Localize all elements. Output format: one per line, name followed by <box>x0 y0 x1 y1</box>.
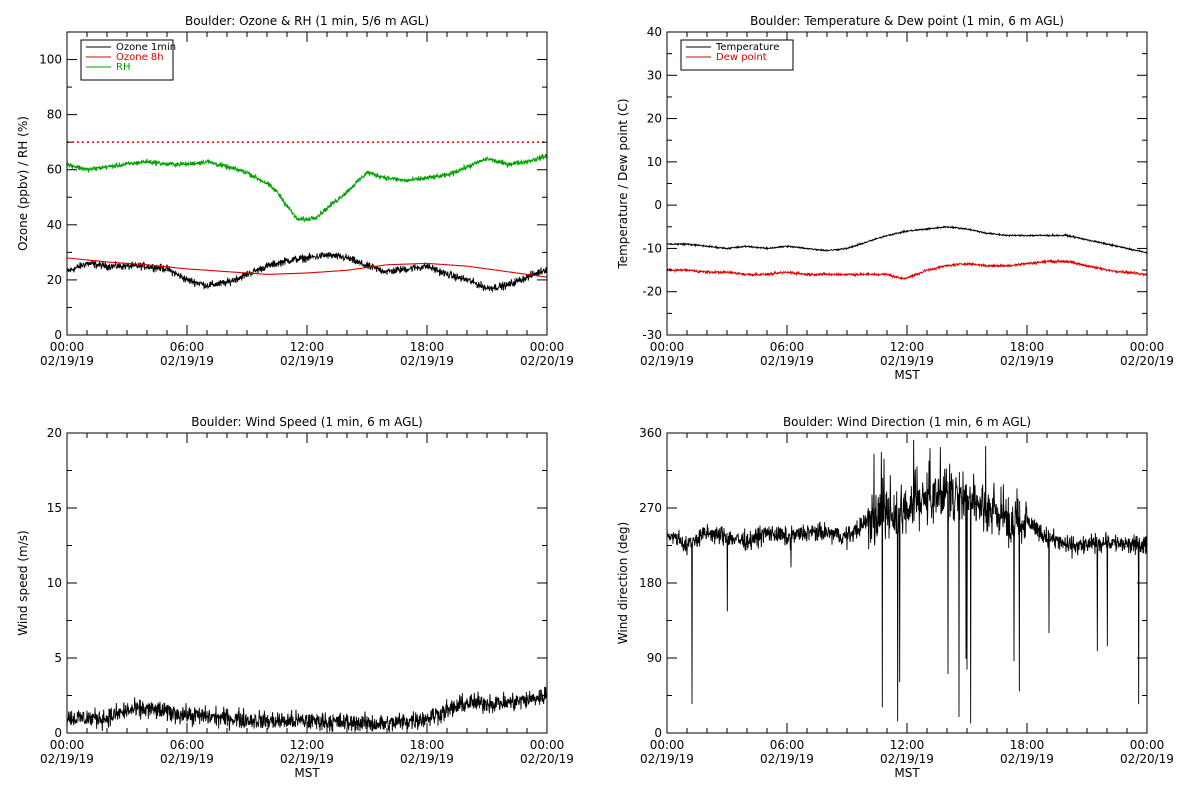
y-tick-label: 5 <box>54 651 62 665</box>
x-tick-label-time: 00:00 <box>1130 738 1165 752</box>
chart-title: Boulder: Wind Speed (1 min, 6 m AGL) <box>191 415 423 429</box>
x-tick-label-date: 02/19/19 <box>40 752 94 766</box>
y-tick-label: -30 <box>642 328 662 342</box>
series-line-2 <box>667 258 1147 281</box>
panel-1: Boulder: Ozone & RH (1 min, 5/6 m AGL)02… <box>16 14 574 368</box>
legend-label: Ozone 8h <box>116 52 164 63</box>
y-tick-label: -20 <box>642 285 662 299</box>
series-line-3 <box>67 153 547 223</box>
y-axis-label: Wind direction (deg) <box>616 522 630 644</box>
series-line-2 <box>67 257 547 278</box>
x-tick-label-time: 06:00 <box>170 738 205 752</box>
series-line-1 <box>667 439 1147 724</box>
x-tick-label-time: 00:00 <box>50 340 85 354</box>
x-tick-label-date: 02/19/19 <box>160 752 214 766</box>
y-tick-label: 20 <box>47 273 62 287</box>
x-tick-label-time: 18:00 <box>1010 340 1045 354</box>
x-tick-label-time: 00:00 <box>530 738 565 752</box>
x-axis-label: MST <box>294 766 320 780</box>
x-tick-label-date: 02/20/19 <box>1120 354 1174 368</box>
y-tick-label: 360 <box>639 426 662 440</box>
y-tick-label: 40 <box>47 218 62 232</box>
x-axis-label: MST <box>894 766 920 780</box>
plot-frame <box>666 31 1148 336</box>
x-tick-label-time: 12:00 <box>290 738 325 752</box>
x-tick-label-date: 02/19/19 <box>760 752 814 766</box>
x-tick-label-date: 02/19/19 <box>640 354 694 368</box>
chart-title: Boulder: Temperature & Dew point (1 min,… <box>750 14 1064 28</box>
y-tick-label: -10 <box>642 241 662 255</box>
y-tick-label: 10 <box>647 155 662 169</box>
y-tick-label: 0 <box>54 726 62 740</box>
x-tick-label-date: 02/19/19 <box>1000 752 1054 766</box>
y-tick-label: 10 <box>47 576 62 590</box>
legend-label: Ozone 1min <box>116 42 176 53</box>
x-tick-label-date: 02/19/19 <box>280 752 334 766</box>
x-tick-label-date: 02/19/19 <box>640 752 694 766</box>
y-tick-label: 180 <box>639 576 662 590</box>
y-tick-label: 100 <box>39 53 62 67</box>
y-axis-label: Ozone (ppbv) / RH (%) <box>16 116 30 251</box>
panel-4: Boulder: Wind Direction (1 min, 6 m AGL)… <box>616 415 1174 780</box>
x-tick-label-time: 00:00 <box>1130 340 1165 354</box>
plot-frame <box>666 432 1148 734</box>
y-tick-label: 15 <box>47 501 62 515</box>
legend-label: RH <box>116 62 130 73</box>
x-tick-label-time: 06:00 <box>770 738 805 752</box>
legend-box <box>680 39 794 71</box>
x-tick-label-date: 02/19/19 <box>400 354 454 368</box>
legend-label: Dew point <box>716 52 767 63</box>
y-tick-label: 0 <box>54 328 62 342</box>
x-tick-label-date: 02/19/19 <box>160 354 214 368</box>
x-tick-label-time: 00:00 <box>530 340 565 354</box>
y-tick-label: 40 <box>647 25 662 39</box>
y-tick-label: 20 <box>647 112 662 126</box>
x-tick-label-date: 02/19/19 <box>40 354 94 368</box>
panel-3: Boulder: Wind Speed (1 min, 6 m AGL) 0 5 10… <box>16 415 574 780</box>
x-tick-label-date: 02/19/19 <box>400 752 454 766</box>
y-tick-label: 270 <box>639 501 662 515</box>
x-tick-label-date: 02/19/19 <box>880 752 934 766</box>
x-tick-label-date: 02/20/19 <box>520 354 574 368</box>
chart-title: Boulder: Wind Direction (1 min, 6 m AGL) <box>783 415 1031 429</box>
x-tick-label-time: 12:00 <box>290 340 325 354</box>
x-tick-label-time: 00:00 <box>50 738 85 752</box>
x-tick-label-time: 12:00 <box>890 738 925 752</box>
series-line-1 <box>67 251 547 293</box>
x-tick-label-time: 06:00 <box>170 340 205 354</box>
x-tick-label-date: 02/19/19 <box>880 354 934 368</box>
series-line-1 <box>667 225 1147 255</box>
x-tick-label-time: 00:00 <box>650 738 685 752</box>
chart-title: Boulder: Ozone & RH (1 min, 5/6 m AGL) <box>185 14 429 28</box>
x-tick-label-time: 06:00 <box>770 340 805 354</box>
x-tick-label-time: 18:00 <box>410 340 445 354</box>
x-tick-label-time: 18:00 <box>410 738 445 752</box>
y-tick-label: 60 <box>47 163 62 177</box>
x-tick-label-time: 12:00 <box>890 340 925 354</box>
legend-label: Temperature <box>715 42 779 53</box>
x-tick-label-date: 02/20/19 <box>1120 752 1174 766</box>
y-axis-label: Temperature / Dew point (C) <box>616 98 630 269</box>
x-tick-label-time: 00:00 <box>650 340 685 354</box>
x-tick-label-date: 02/19/19 <box>760 354 814 368</box>
y-axis-label: Wind speed (m/s) <box>16 530 30 635</box>
y-tick-label: 0 <box>654 726 662 740</box>
x-tick-label-date: 02/20/19 <box>520 752 574 766</box>
x-axis-label: MST <box>894 368 920 382</box>
y-tick-label: 90 <box>647 651 662 665</box>
x-tick-label-date: 02/19/19 <box>280 354 334 368</box>
x-tick-label-date: 02/19/19 <box>1000 354 1054 368</box>
y-tick-label: 30 <box>647 68 662 82</box>
panel-2: Boulder: Temperature & Dew point (1 min,… <box>616 14 1174 382</box>
plot-frame <box>66 432 548 734</box>
x-tick-label-time: 18:00 <box>1010 738 1045 752</box>
y-tick-label: 80 <box>47 108 62 122</box>
y-tick-label: 0 <box>654 198 662 212</box>
y-tick-label: 20 <box>47 426 62 440</box>
